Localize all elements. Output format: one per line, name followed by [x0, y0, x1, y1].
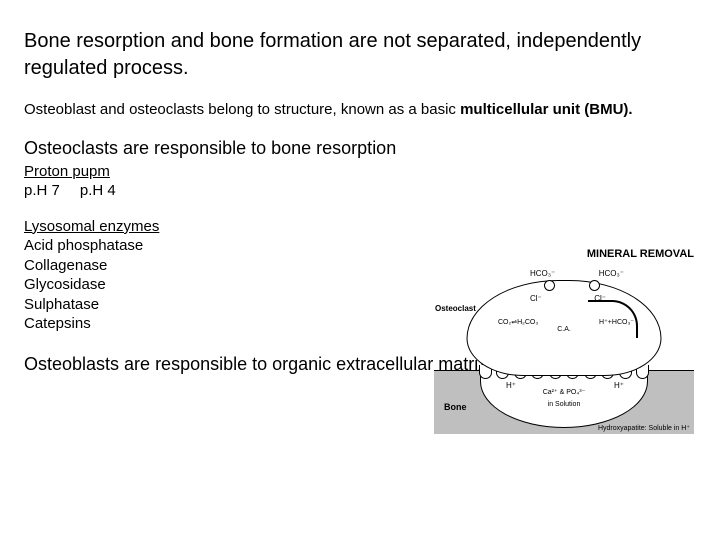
bmu-bold: multicellular unit (BMU).	[460, 101, 633, 118]
osteoclast-label: Osteoclast	[435, 304, 476, 313]
hco3-label: HCO₃⁻	[530, 269, 555, 278]
ph4-label: p.H 4	[80, 182, 116, 201]
heading-osteoclasts: Osteoclasts are responsible to bone reso…	[24, 138, 696, 159]
transporter-icon	[589, 280, 600, 291]
proton-title: Proton pupm	[24, 163, 696, 182]
hco3-label: HCO₃⁻	[599, 269, 624, 278]
h-hco3-label: H⁺+HCO₃⁻	[599, 318, 634, 326]
ca-label: C.A.	[557, 326, 571, 333]
hplus-label: H⁺	[614, 381, 624, 390]
hplus-label: H⁺	[506, 381, 516, 390]
proton-pump-block: Proton pupm p.H 7 p.H 4	[24, 163, 696, 201]
enzymes-title: Lysosomal enzymes	[24, 217, 696, 237]
co2-equation-label: CO₂⇌H₂CO₃	[498, 318, 538, 326]
bone-label: Bone	[444, 402, 467, 412]
mineral-removal-diagram: MINERAL REMOVAL Osteoclast Bone HCO₃⁻ HC…	[434, 248, 694, 438]
hydroxyapatite-label: Hydroxyapatite: Soluble in H⁺	[598, 424, 690, 432]
transporter-icon	[544, 280, 555, 291]
capo4-label: Ca²⁺ & PO₄³⁻	[543, 388, 586, 396]
diagram-title: MINERAL REMOVAL	[434, 248, 694, 260]
paragraph-bmu: Osteoblast and osteoclasts belong to str…	[24, 100, 696, 120]
cl-label: Cl⁻	[594, 294, 606, 303]
bmu-pre: Osteoblast and osteoclasts belong to str…	[24, 101, 460, 118]
cl-label: Cl⁻	[530, 294, 542, 303]
ph7-label: p.H 7	[24, 182, 60, 201]
in-solution-label: in Solution	[548, 401, 581, 408]
heading-main: Bone resorption and bone formation are n…	[24, 28, 696, 82]
